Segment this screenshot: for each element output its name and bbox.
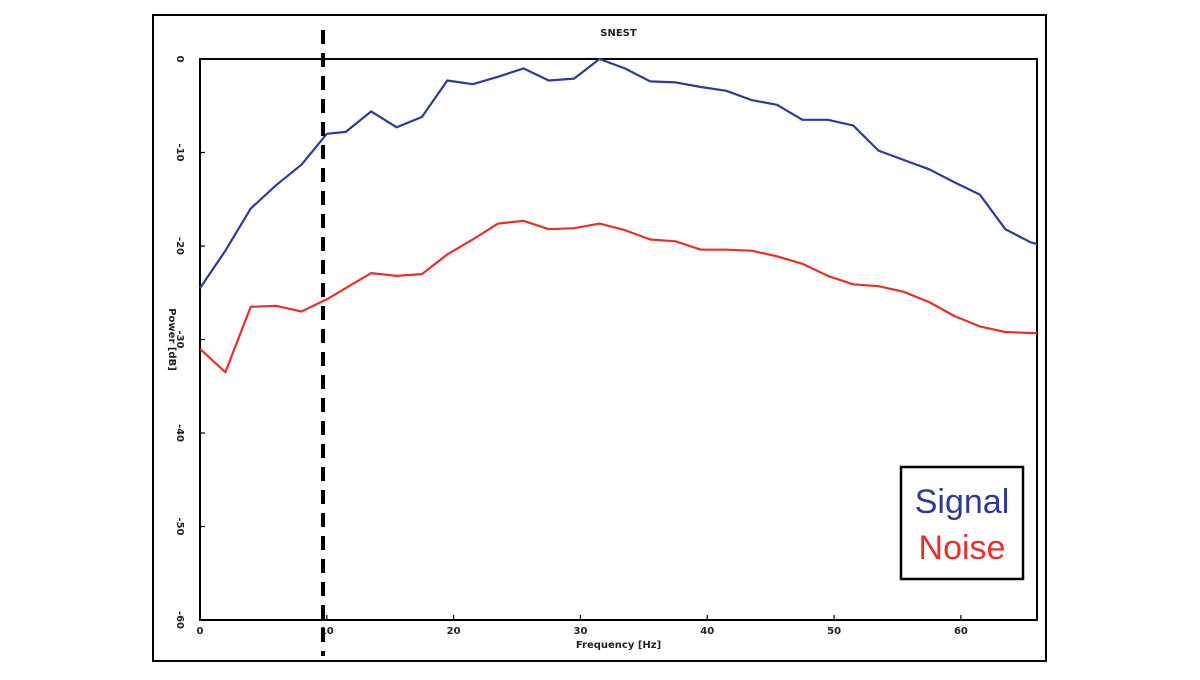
legend-entry-signal: Signal [915,483,1010,521]
figure-frame: 0 10 20 30 40 50 60 0 -10 -20 -30 -40 -50 -60 SNEST F… [152,14,1047,662]
legend: Signal Noise [899,465,1025,581]
x-tick-label: 10 [320,626,334,637]
x-tick-label: 30 [573,626,587,637]
y-tick-label: -40 [174,424,185,442]
y-tick-label: -10 [174,143,185,161]
y-tick-label: -30 [174,330,185,348]
y-axis-title: Power [dB] [166,308,177,371]
x-tick-label: 20 [447,626,461,637]
chart: 0 10 20 30 40 50 60 0 -10 -20 -30 -40 -50 -60 SNEST F… [166,28,1038,656]
y-tick-label: -20 [174,237,185,255]
x-tick-label: 40 [700,626,714,637]
x-tick-label: 60 [954,626,968,637]
y-tick-label: -60 [174,611,185,629]
x-axis-title: Frequency [Hz] [576,640,661,651]
series-line-noise [199,219,1037,374]
x-tick-label: 50 [827,626,841,637]
legend-box [899,465,1025,581]
series-line-signal [199,57,1038,289]
chart-title: SNEST [600,28,637,39]
x-tick-label: 0 [197,626,204,637]
y-tick-label: -50 [174,517,185,535]
y-tick-label: 0 [174,56,185,63]
ticks-layer: 0 10 20 30 40 50 60 0 -10 -20 -30 -40 -50 -60 [174,56,968,637]
legend-entry-noise: Noise [919,529,1006,567]
series-layer [199,57,1038,374]
